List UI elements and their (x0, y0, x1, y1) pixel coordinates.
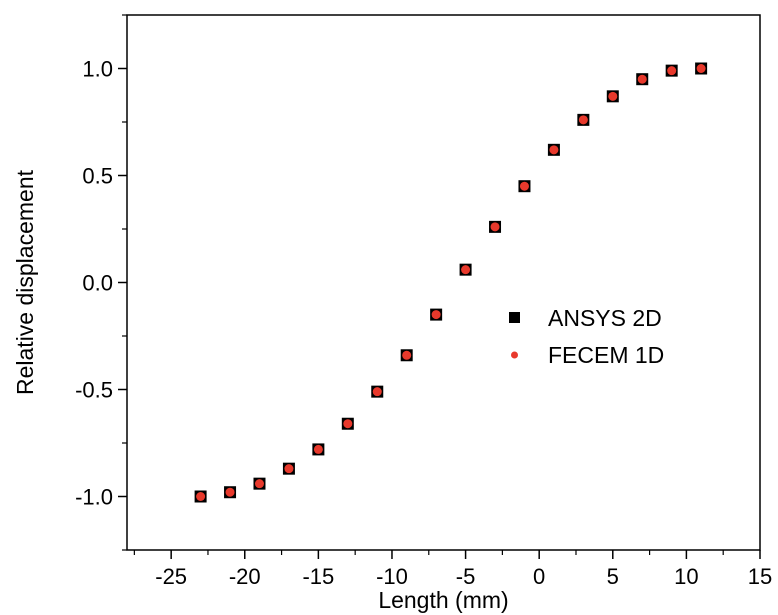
y-tick-label: -1.0 (75, 485, 113, 510)
fecem-point (343, 419, 353, 429)
fecem-point (637, 74, 647, 84)
series-ansys-2d (194, 62, 708, 503)
fecem-point (608, 91, 618, 101)
fecem-point (578, 115, 588, 125)
fecem-point (372, 387, 382, 397)
legend-item-ansys: ANSYS 2D (509, 305, 662, 331)
fecem-point (284, 464, 294, 474)
legend-item-fecem: FECEM 1D (511, 342, 664, 368)
legend-marker-fecem (511, 351, 518, 359)
legend-label-fecem: FECEM 1D (548, 342, 664, 368)
x-axis: -25 -20 -15 -10 -5 0 5 10 15 (133, 550, 772, 589)
fecem-point (225, 487, 235, 497)
fecem-point (196, 492, 206, 501)
fecem-point (431, 310, 441, 320)
x-tick-label: -25 (155, 564, 187, 589)
fecem-point (549, 145, 559, 155)
x-tick-label: 0 (533, 564, 545, 589)
fecem-point (519, 181, 529, 191)
fecem-point (254, 479, 264, 489)
legend: ANSYS 2D FECEM 1D (509, 305, 664, 368)
y-tick-label: 0.5 (82, 164, 113, 189)
x-tick-label: 5 (607, 564, 619, 589)
y-tick-label: 0.0 (82, 271, 113, 296)
y-axis: -1.0 -0.5 0.0 0.5 1.0 (75, 14, 127, 551)
y-tick-label: 1.0 (82, 57, 113, 82)
plot-frame (126, 14, 761, 551)
x-tick-label: -20 (229, 564, 261, 589)
fecem-point (667, 66, 677, 76)
x-tick-label: 15 (748, 564, 772, 589)
fecem-point (313, 444, 323, 454)
y-axis-title: Relative displacement (12, 169, 38, 395)
legend-marker-ansys (509, 312, 520, 323)
x-tick-label: -10 (376, 564, 408, 589)
fecem-point (402, 350, 412, 360)
x-axis-title: Length (mm) (378, 587, 508, 613)
fecem-point (696, 64, 706, 73)
fecem-point (461, 265, 471, 275)
x-tick-label: -5 (456, 564, 476, 589)
series-fecem-1d (196, 64, 706, 501)
x-tick-label: -15 (302, 564, 334, 589)
y-tick-label: -0.5 (75, 378, 113, 403)
plot-area (194, 62, 708, 503)
x-tick-label: 10 (674, 564, 698, 589)
fecem-point (490, 222, 500, 232)
legend-label-ansys: ANSYS 2D (548, 305, 662, 331)
